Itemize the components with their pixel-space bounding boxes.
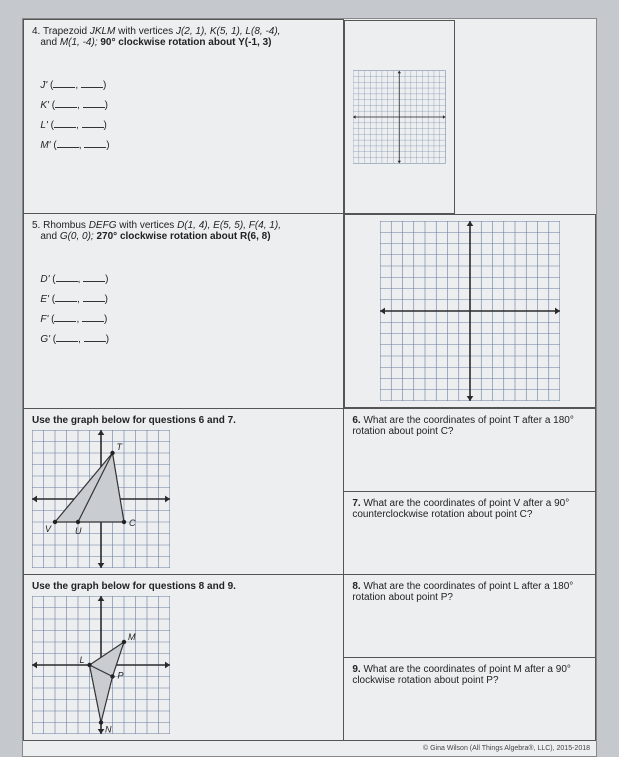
coordinate-grid-with-figure: T V U C [32,430,170,568]
svg-text:T: T [117,442,124,452]
question-7-cell: 7. What are the coordinates of point V a… [344,491,596,574]
copyright-footer: © Gina Wilson (All Things Algebra®, LLC)… [23,741,596,756]
question-6-number: 6. [352,415,360,426]
shape-name: JKLM [90,26,116,37]
question-8-cell: 8. What are the coordinates of point L a… [344,574,596,657]
blank [83,273,105,282]
problem-5-statement: 5. Rhombus DEFG with vertices D(1, 4), E… [32,220,335,242]
blank [55,99,77,108]
vertices: D(1, 4), E(5, 5), F(4, 1), [177,220,281,231]
vertex: M(1, -4); [60,37,101,48]
graph-67-title: Use the graph below for questions 6 and … [32,415,335,426]
blank [84,333,106,342]
svg-text:P: P [118,670,124,680]
question-8-text: What are the coordinates of point L afte… [352,581,573,603]
blank [55,293,77,302]
question-6-text: What are the coordinates of point T afte… [352,415,574,437]
blank [83,99,105,108]
coordinate-grid [353,27,446,207]
problem-4-number: 4. [32,26,40,37]
answer-label: J' [40,80,47,91]
rotation-spec: 90° clockwise rotation about Y(-1, 3) [100,37,271,48]
coordinate-grid-with-figure: M L P N [32,596,170,734]
problem-5-text-cell: 5. Rhombus DEFG with vertices D(1, 4), E… [24,214,344,409]
text: with vertices [115,26,176,37]
vertex: G(0, 0); [60,231,97,242]
text: and [40,37,59,48]
question-7-text: What are the coordinates of point V afte… [352,498,569,520]
problem-4-answers: J' (, ) K' (, ) L' (, ) M' (, ) [32,76,335,156]
text: Trapezoid [43,26,90,37]
question-9-cell: 9. What are the coordinates of point M a… [344,657,596,740]
problem-5-number: 5. [32,220,40,231]
worksheet-page: 4. Trapezoid JKLM with vertices J(2, 1),… [22,18,597,757]
question-9-text: What are the coordinates of point M afte… [352,664,571,686]
problem-5-answers: D' (, ) E' (, ) F' (, ) G' (, ) [32,270,335,350]
blank [54,119,76,128]
blank [54,313,76,322]
text: Rhombus [43,220,89,231]
blank [82,119,104,128]
svg-text:M: M [128,632,136,642]
blank [82,313,104,322]
blank [57,139,79,148]
problem-4-statement: 4. Trapezoid JKLM with vertices J(2, 1),… [32,26,335,48]
problem-table: 4. Trapezoid JKLM with vertices J(2, 1),… [23,19,596,741]
answer-label: D' [40,274,49,285]
svg-text:V: V [45,524,52,534]
blank [56,273,78,282]
svg-text:L: L [80,655,85,665]
text: with vertices [116,220,177,231]
answer-label: F' [40,314,48,325]
blank [81,79,103,88]
problem-4-text-cell: 4. Trapezoid JKLM with vertices J(2, 1),… [24,20,344,214]
vertices: J(2, 1), K(5, 1), L(8, -4), [176,26,280,37]
blank [56,333,78,342]
blank [84,139,106,148]
answer-label: G' [40,334,50,345]
problem-5-grid-cell [344,214,595,408]
graph-89-cell: Use the graph below for questions 8 and … [24,574,344,740]
shape-name: DEFG [89,220,117,231]
svg-text:C: C [129,518,136,528]
blank [83,293,105,302]
question-8-number: 8. [352,581,360,592]
blank [53,79,75,88]
answer-label: E' [40,294,49,305]
svg-text:N: N [105,724,112,734]
problem-4-grid-cell [344,20,455,214]
graph-89-title: Use the graph below for questions 8 and … [32,581,335,592]
answer-label: L' [40,120,47,131]
answer-label: K' [40,100,49,111]
coordinate-grid [380,221,560,401]
answer-label: M' [40,140,50,151]
rotation-spec: 270° clockwise rotation about R(6, 8) [97,231,271,242]
text: and [40,231,59,242]
question-9-number: 9. [352,664,360,675]
question-7-number: 7. [352,498,360,509]
question-6-cell: 6. What are the coordinates of point T a… [344,408,596,491]
svg-text:U: U [75,526,82,536]
graph-67-cell: Use the graph below for questions 6 and … [24,408,344,574]
